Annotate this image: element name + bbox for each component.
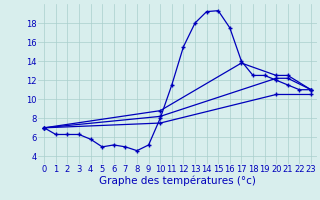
X-axis label: Graphe des températures (°c): Graphe des températures (°c) [99,176,256,186]
